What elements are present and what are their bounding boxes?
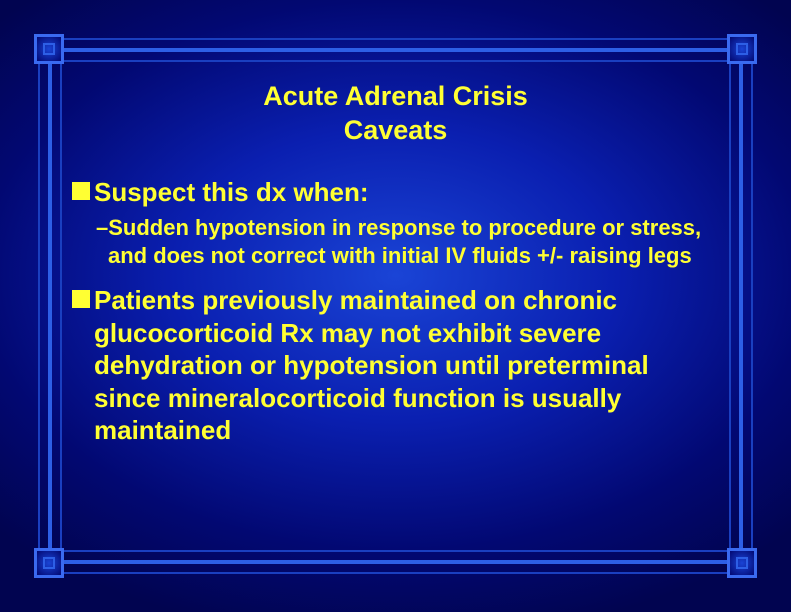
bullet-text: Patients previously maintained on chroni… [94,284,719,447]
sub-bullet-text: Sudden hypotension in response to proced… [108,215,701,268]
bullet-text: Suspect this dx when: [94,176,719,209]
corner-ornament-icon [34,548,64,578]
corner-ornament-icon [34,34,64,64]
dash-bullet-icon: – [96,215,108,240]
bullet-main-1: Suspect this dx when: [72,176,719,209]
bullet-main-2: Patients previously maintained on chroni… [72,284,719,447]
corner-ornament-icon [727,548,757,578]
title-line-2: Caveats [344,115,448,145]
square-bullet-icon [72,182,90,200]
slide: Acute Adrenal Crisis Caveats Suspect thi… [0,0,791,612]
slide-title: Acute Adrenal Crisis Caveats [72,80,719,148]
slide-content: Acute Adrenal Crisis Caveats Suspect thi… [72,80,719,540]
square-bullet-icon [72,290,90,308]
corner-ornament-icon [727,34,757,64]
bullet-sub-1: –Sudden hypotension in response to proce… [72,214,719,270]
title-line-1: Acute Adrenal Crisis [263,81,528,111]
